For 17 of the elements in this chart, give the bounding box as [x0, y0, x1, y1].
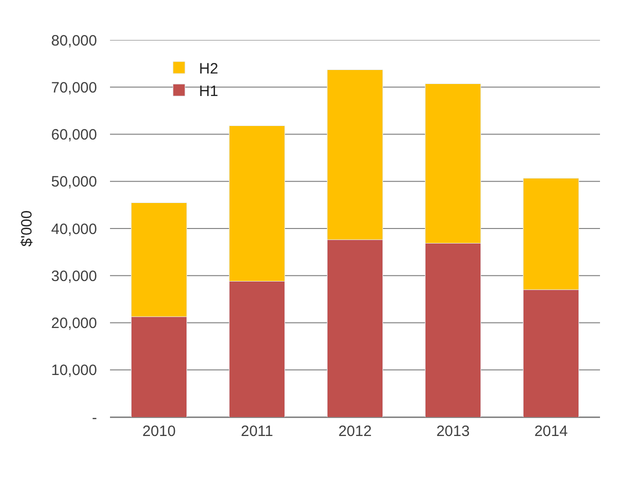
- y-tick-label: 10,000: [51, 362, 97, 380]
- x-tick-label: 2011: [240, 423, 274, 440]
- x-tick-label: 2010: [142, 423, 176, 440]
- y-axis-title: $'000: [18, 210, 36, 247]
- y-tick-label: 60,000: [51, 126, 97, 144]
- y-tick-label: -: [92, 409, 97, 426]
- x-tick-label: 2014: [534, 423, 568, 440]
- y-tick-label: 30,000: [51, 268, 97, 285]
- y-tick-label: 80,000: [51, 32, 97, 50]
- legend-label: H2: [199, 60, 218, 78]
- y-tick-label: 70,000: [51, 79, 97, 96]
- legend-label: H1: [199, 82, 218, 100]
- y-tick-label: 40,000: [51, 220, 97, 238]
- y-tick-label: 20,000: [51, 315, 97, 332]
- x-tick-label: 2013: [436, 423, 470, 440]
- y-tick-label: 50,000: [51, 174, 97, 191]
- x-tick-label: 2012: [338, 423, 372, 440]
